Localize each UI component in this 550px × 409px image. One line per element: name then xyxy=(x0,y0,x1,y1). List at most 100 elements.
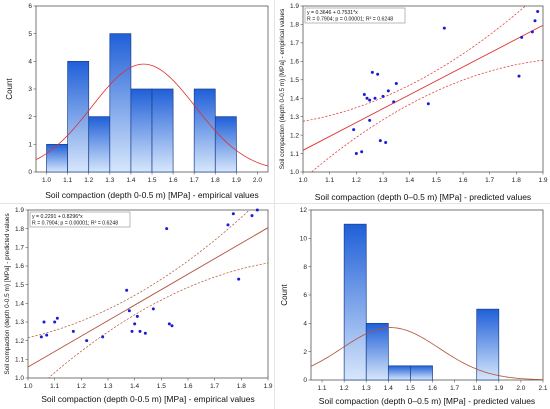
x-axis-label: Soil compaction (depth 0–0.5 m) [MPa] - … xyxy=(315,192,531,202)
histogram-bar xyxy=(476,308,500,381)
data-point xyxy=(384,140,388,144)
x-tick-label: 1.4 xyxy=(405,177,414,184)
data-point xyxy=(165,227,169,231)
x-tick-label: 1.1 xyxy=(318,385,327,392)
y-tick-label: 3 xyxy=(28,86,32,93)
y-axis-label: Count xyxy=(5,78,14,100)
data-point xyxy=(354,152,358,156)
data-point xyxy=(368,118,372,122)
y-tick-label: 1.2 xyxy=(15,338,24,345)
x-tick-label: 2.0 xyxy=(516,385,525,392)
regression-annotation-line: R = 0.7904; p = 0.00001; R² = 0.6248 xyxy=(32,221,118,227)
y-tick-label: 0 xyxy=(28,169,32,176)
data-point xyxy=(426,102,430,106)
y-tick-label: 1.2 xyxy=(290,132,299,139)
normal-curve xyxy=(310,327,544,381)
histogram-bar xyxy=(387,365,411,381)
x-tick-label: 1.4 xyxy=(130,383,139,390)
data-point xyxy=(392,100,396,104)
histogram-bar xyxy=(109,33,132,173)
y-tick-label: 12 xyxy=(300,207,308,214)
x-tick-label: 1.1 xyxy=(63,177,72,184)
x-tick-label: 1.8 xyxy=(211,177,220,184)
data-point xyxy=(138,329,142,333)
x-tick-label: 1.7 xyxy=(210,383,219,390)
x-tick-label: 1.3 xyxy=(105,177,114,184)
y-tick-label: 1.4 xyxy=(290,95,299,102)
data-point xyxy=(127,309,131,313)
regression-annotation-line: y = 0.2291 + 0.8296*x xyxy=(32,214,83,220)
y-tick-label: 1.9 xyxy=(15,207,24,214)
y-tick-label: 10 xyxy=(300,236,308,243)
scatter-empirical-vs-predicted-panel: 1.0 1.1 1.2 1.3 1.4 1.5 1.6 1.7 1.8 1.9 1.0 1.1 1.2 1… xyxy=(0,204,275,409)
x-tick-label: 1.2 xyxy=(352,177,361,184)
y-tick-label: 1.8 xyxy=(15,226,24,233)
plot-frame xyxy=(302,5,544,173)
y-tick-label: 1.5 xyxy=(15,282,24,289)
y-tick-label: 2 xyxy=(303,349,307,356)
y-tick-label: 1.6 xyxy=(290,59,299,66)
histogram-empirical-panel: 1.0 1.1 1.2 1.3 1.4 1.5 1.6 1.7 1.8 1.9 2.0 0 1 2 3 4 5 6… xyxy=(0,0,275,204)
data-point xyxy=(45,333,49,337)
regression-annotation-box xyxy=(304,7,406,24)
y-tick-label: 1.3 xyxy=(15,319,24,326)
x-tick-label: 1.4 xyxy=(126,177,135,184)
data-point xyxy=(370,70,374,74)
x-tick-label: 1.1 xyxy=(50,383,59,390)
data-point xyxy=(365,96,369,100)
histogram-bar xyxy=(365,322,389,381)
scatter-predicted-x-chart: 1.0 1.1 1.2 1.3 1.4 1.5 1.6 1.7 1.8 1.9 1.0 1.1 1.2 1… xyxy=(279,3,548,202)
x-tick-label: 1.1 xyxy=(325,177,334,184)
scatter-empirical-x-chart: 1.0 1.1 1.2 1.3 1.4 1.5 1.6 1.7 1.8 1.9 1.0 1.1 1.2 1… xyxy=(4,207,273,404)
confidence-band-upper xyxy=(303,6,526,122)
x-tick-label: 1.9 xyxy=(263,383,272,390)
y-tick-label: 1.5 xyxy=(290,77,299,84)
x-tick-label: 1.2 xyxy=(340,385,349,392)
y-tick-label: 4 xyxy=(303,321,307,328)
data-point xyxy=(39,335,43,339)
data-point xyxy=(376,72,380,76)
data-point xyxy=(231,212,235,216)
x-tick-label: 1.5 xyxy=(432,177,441,184)
data-point xyxy=(520,35,524,39)
y-tick-label: 1.7 xyxy=(15,245,24,252)
regression-annotation-box xyxy=(29,211,131,228)
histogram-bar xyxy=(46,143,68,173)
data-point xyxy=(381,94,385,98)
normal-curve xyxy=(35,63,269,167)
x-tick-label: 1.8 xyxy=(512,177,521,184)
x-tick-label: 1.9 xyxy=(232,177,241,184)
data-point xyxy=(167,322,171,326)
y-tick-label: 5 xyxy=(28,31,32,38)
x-tick-label: 1.5 xyxy=(157,383,166,390)
y-tick-label: 1.6 xyxy=(15,263,24,270)
y-tick-label: 6 xyxy=(303,292,307,299)
y-tick-label: 1.3 xyxy=(290,114,299,121)
data-point xyxy=(130,329,134,333)
data-point xyxy=(352,128,356,132)
regression-annotation-line: y = 0.3646 + 0.7531*x xyxy=(307,10,358,16)
x-tick-label: 2.0 xyxy=(253,177,262,184)
data-point xyxy=(442,26,446,30)
y-tick-label: 2 xyxy=(28,114,32,121)
data-point xyxy=(135,314,139,318)
panel-divider-vertical xyxy=(274,0,275,409)
data-point xyxy=(362,93,366,97)
scatter-predicted-vs-empirical-panel: 1.0 1.1 1.2 1.3 1.4 1.5 1.6 1.7 1.8 1.9 1.0 1.1 1.2 1… xyxy=(275,0,550,204)
x-tick-label: 1.2 xyxy=(77,383,86,390)
histogram-bar xyxy=(88,116,111,173)
x-tick-label: 1.9 xyxy=(538,177,547,184)
x-tick-label: 1.8 xyxy=(237,383,246,390)
confidence-band-lower xyxy=(310,59,543,172)
histogram-bar xyxy=(67,60,90,173)
data-point xyxy=(55,316,59,320)
y-tick-label: 1.9 xyxy=(290,3,299,10)
x-tick-label: 1.9 xyxy=(494,385,503,392)
y-tick-label: 1.0 xyxy=(290,169,299,176)
y-tick-label: 0 xyxy=(303,377,307,384)
x-axis-label: Soil compaction (depth 0-0.5 m) [MPa] - … xyxy=(41,394,255,404)
x-tick-label: 1.7 xyxy=(190,177,199,184)
x-tick-label: 1.8 xyxy=(472,385,481,392)
y-tick-label: 1.0 xyxy=(15,375,24,382)
data-point xyxy=(151,307,155,311)
